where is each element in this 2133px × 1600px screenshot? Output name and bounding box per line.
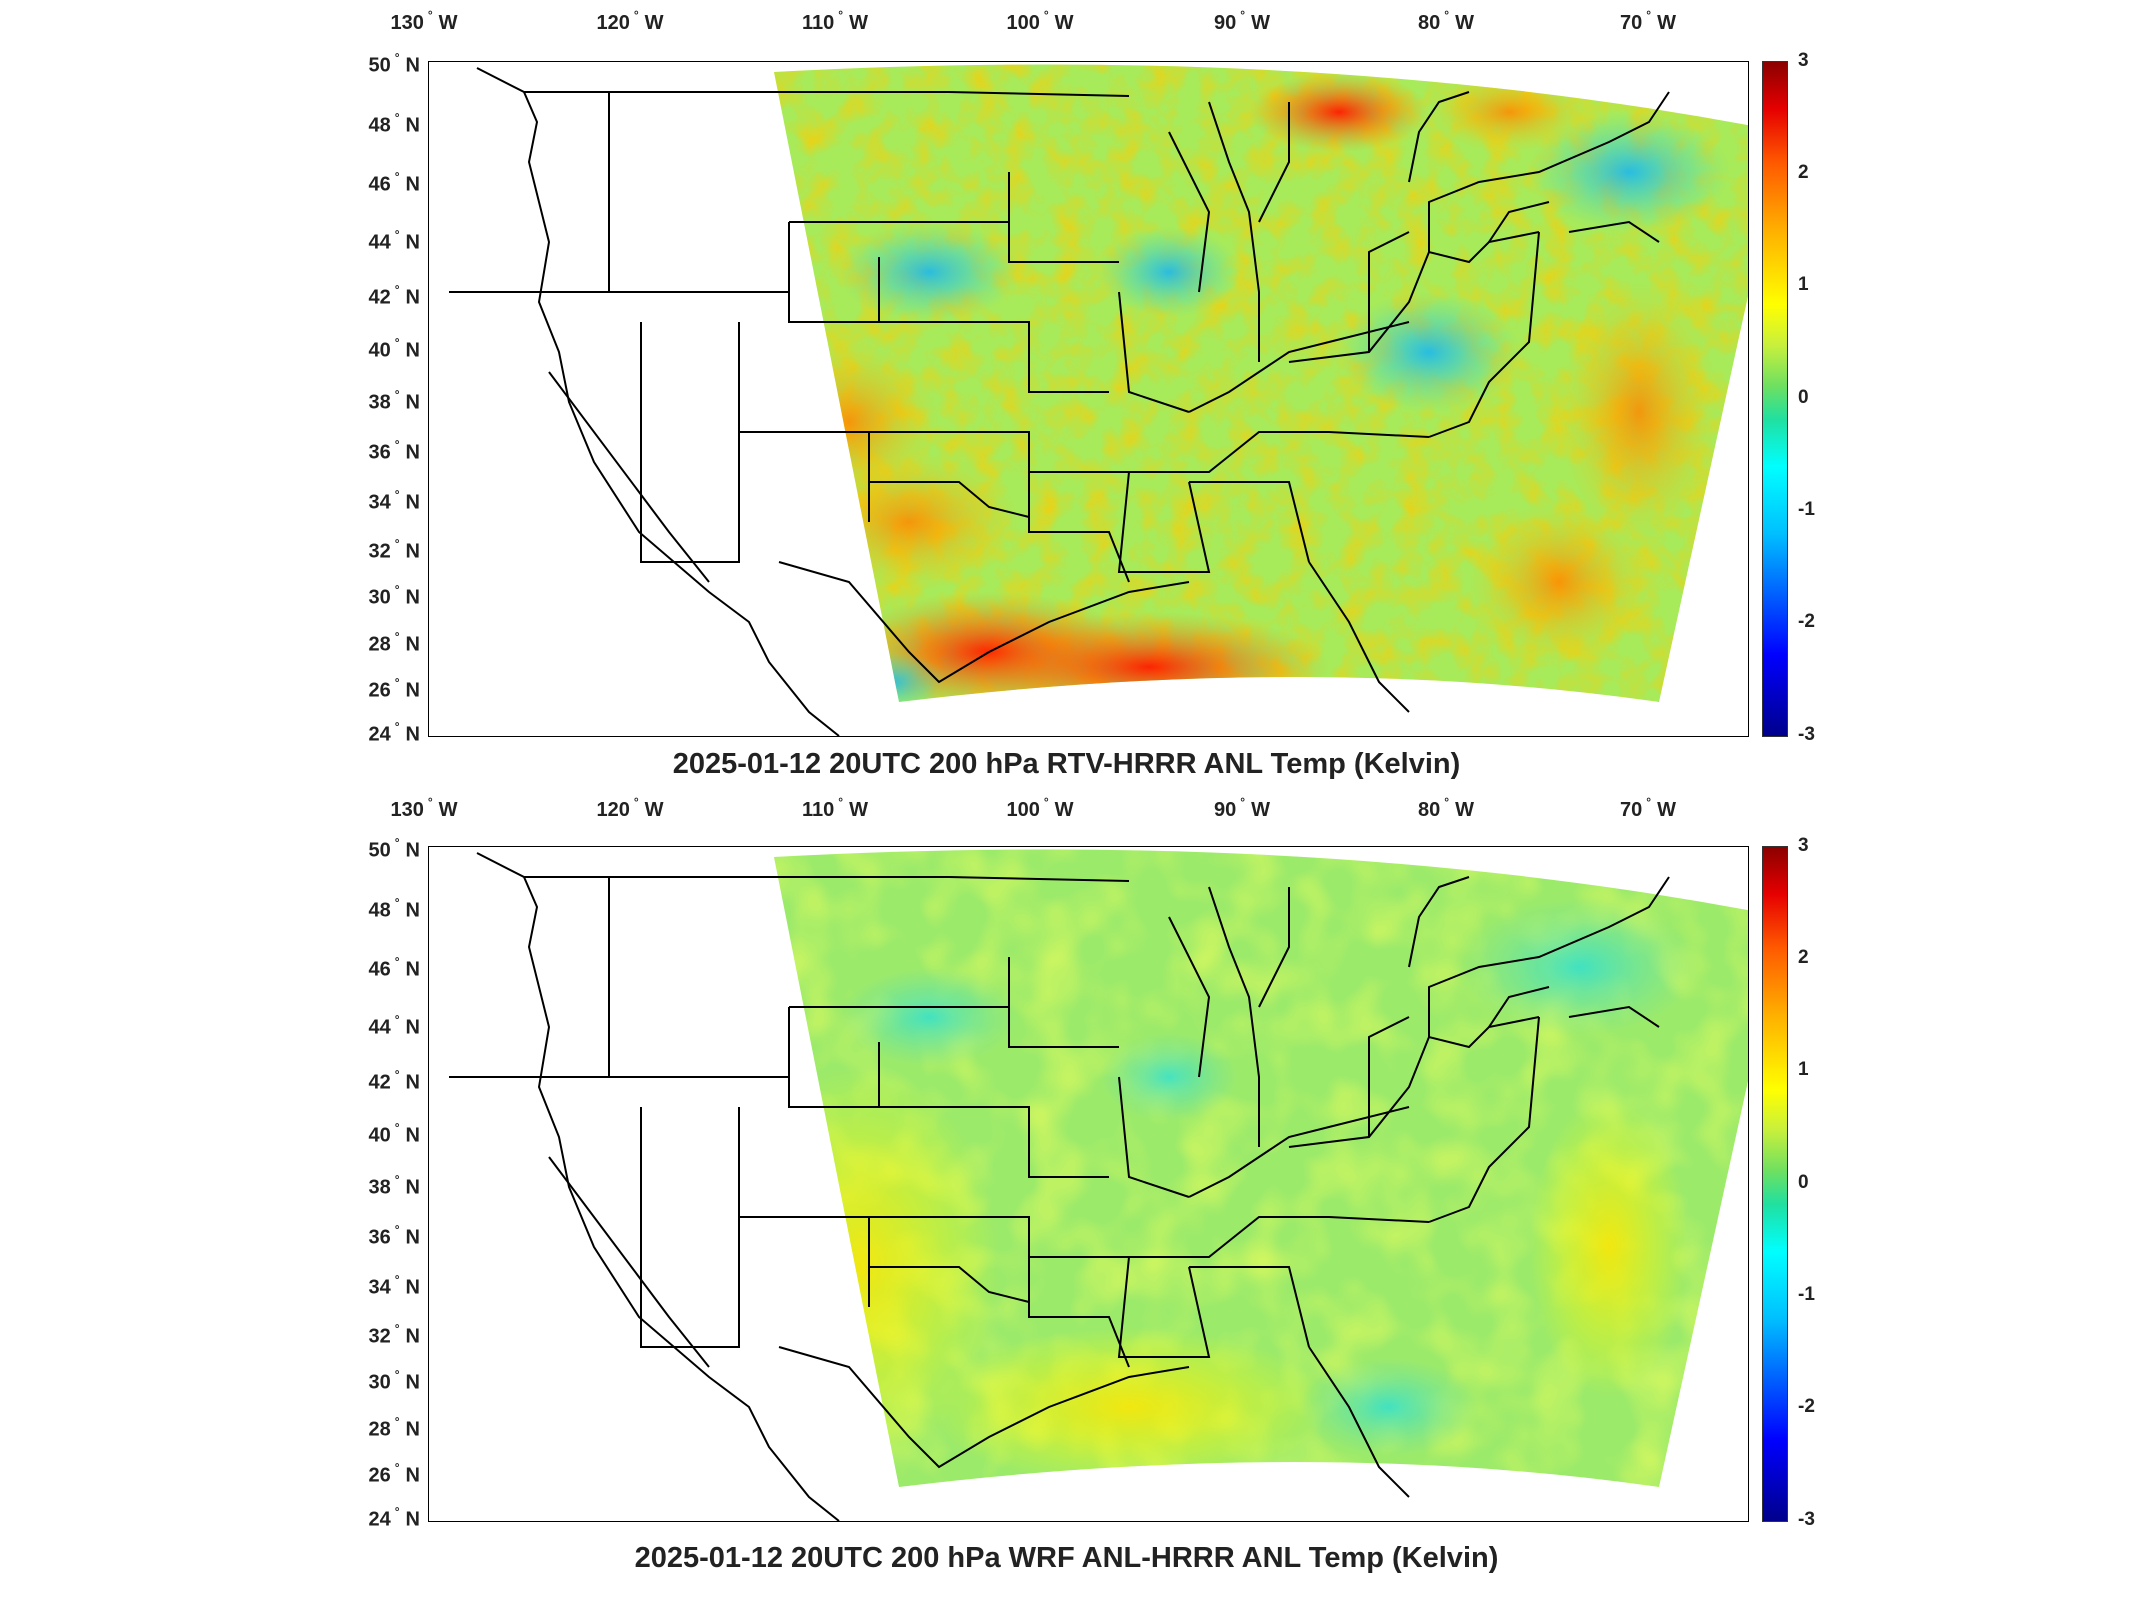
latitude-label: 40 ° N [368, 1120, 420, 1147]
longitude-label: 80 ° W [1418, 795, 1474, 821]
longitude-label: 90 ° W [1214, 8, 1270, 34]
longitude-label: 80 ° W [1418, 8, 1474, 34]
latitude-label: 26 ° N [368, 675, 420, 702]
latitude-label: 24 ° N [368, 1504, 420, 1531]
temperature-difference-map [449, 849, 1748, 1521]
longitude-label: 130 ° W [390, 795, 458, 821]
colorbar [1762, 846, 1788, 1522]
latitude-label: 28 ° N [368, 629, 420, 656]
latitude-label: 50 ° N [368, 50, 420, 77]
colorbar-tick: 3 [1798, 50, 1809, 71]
anomaly-field [774, 849, 1748, 1487]
latitude-label: 24 ° N [368, 719, 420, 746]
anomaly-field [774, 64, 1748, 702]
latitude-label: 44 ° N [368, 1012, 420, 1039]
state-boundaries [449, 67, 1670, 736]
latitude-label: 48 ° N [368, 110, 420, 137]
longitude-label: 100 ° W [1006, 8, 1074, 34]
longitude-label: 120 ° W [596, 795, 664, 821]
latitude-label: 40 ° N [368, 335, 420, 362]
latitude-label: 36 ° N [368, 437, 420, 464]
latitude-label: 28 ° N [368, 1414, 420, 1441]
latitude-label: 38 ° N [368, 387, 420, 414]
colorbar-tick: -2 [1798, 1396, 1815, 1417]
latitude-label: 48 ° N [368, 895, 420, 922]
colorbar-tick: 0 [1798, 1172, 1809, 1193]
longitude-label: 70 ° W [1620, 8, 1676, 34]
panel-title: 2025-01-12 20UTC 200 hPa WRF ANL-HRRR AN… [634, 1542, 1499, 1574]
latitude-label: 34 ° N [368, 1272, 420, 1299]
map-canvas [428, 846, 1749, 1522]
longitude-label: 100 ° W [1006, 795, 1074, 821]
longitude-label: 120 ° W [596, 8, 664, 34]
latitude-label: 42 ° N [368, 282, 420, 309]
colorbar-tick: -3 [1798, 1509, 1815, 1530]
longitude-label: 110 ° W [802, 8, 868, 34]
longitude-label: 130 ° W [390, 8, 458, 34]
latitude-label: 30 ° N [368, 582, 420, 609]
latitude-label: 26 ° N [368, 1460, 420, 1487]
colorbar-tick: 0 [1798, 387, 1809, 408]
latitude-label: 38 ° N [368, 1172, 420, 1199]
colorbar-tick: 1 [1798, 1059, 1809, 1080]
longitude-label: 70 ° W [1620, 795, 1676, 821]
colorbar-tick: 1 [1798, 274, 1809, 295]
colorbar-tick: 3 [1798, 835, 1809, 856]
longitude-label: 110 ° W [802, 795, 868, 821]
latitude-label: 46 ° N [368, 954, 420, 981]
longitude-label: 90 ° W [1214, 795, 1270, 821]
latitude-label: 50 ° N [368, 835, 420, 862]
latitude-label: 32 ° N [368, 536, 420, 563]
map-panel-rtv: 130 ° W 120 ° W 110 ° W 100 ° W 90 ° W 80 ° W 70 ° W 5… [0, 0, 2133, 790]
latitude-label: 32 ° N [368, 1321, 420, 1348]
colorbar-tick: -3 [1798, 724, 1815, 745]
latitude-label: 30 ° N [368, 1367, 420, 1394]
colorbar-tick: -1 [1798, 1284, 1815, 1305]
latitude-label: 36 ° N [368, 1222, 420, 1249]
colorbar-tick: -1 [1798, 499, 1815, 520]
latitude-label: 44 ° N [368, 227, 420, 254]
colorbar-tick: 2 [1798, 162, 1809, 183]
map-canvas [428, 61, 1749, 737]
latitude-label: 34 ° N [368, 487, 420, 514]
colorbar-tick: 2 [1798, 947, 1809, 968]
temperature-difference-map [449, 64, 1748, 736]
colorbar [1762, 61, 1788, 737]
latitude-label: 46 ° N [368, 169, 420, 196]
state-boundaries [449, 852, 1670, 1521]
latitude-label: 42 ° N [368, 1067, 420, 1094]
colorbar-tick: -2 [1798, 611, 1815, 632]
map-panel-wrf: 130 ° W 120 ° W 110 ° W 100 ° W 90 ° W 80 ° W 70 ° W 5… [0, 790, 2133, 1600]
panel-title: 2025-01-12 20UTC 200 hPa RTV-HRRR ANL Te… [672, 748, 1461, 780]
